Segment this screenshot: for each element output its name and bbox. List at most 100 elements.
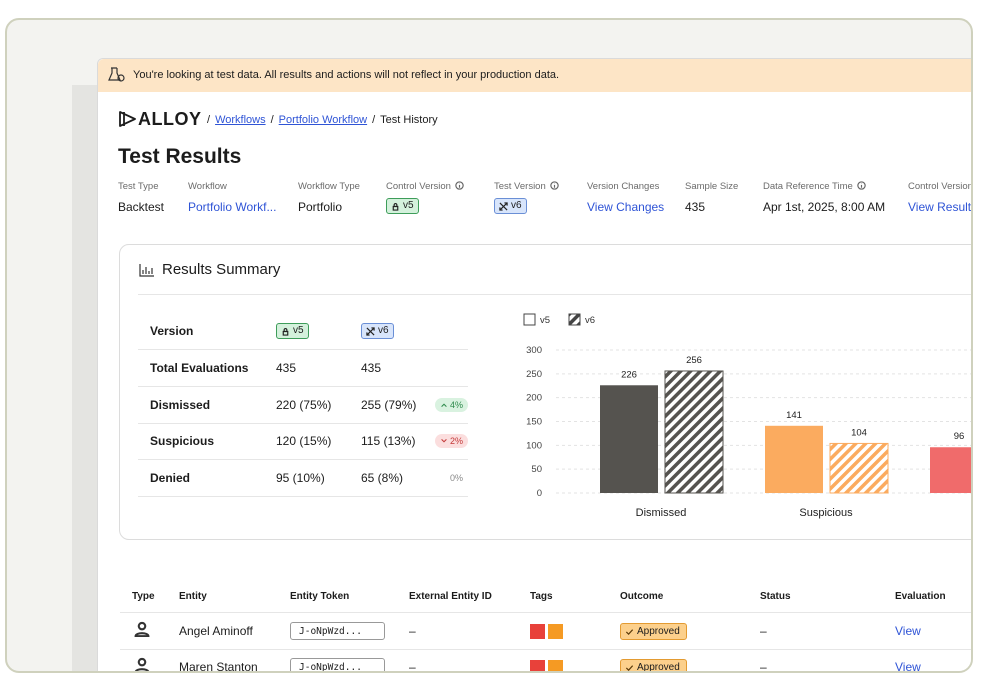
change-badge: 4% bbox=[434, 398, 468, 412]
breadcrumb-separator: / bbox=[207, 114, 211, 126]
meta-label-text: Control Version bbox=[386, 181, 451, 192]
version-pill: v5 bbox=[276, 323, 309, 339]
evaluation-link[interactable]: View bbox=[895, 624, 921, 638]
meta-label-text: Data Reference Time bbox=[763, 181, 853, 192]
bar-chart: 0 50 100 150 200 250 300 v5 v6 Dismissed 226 256 Sus… bbox=[523, 313, 971, 519]
flask-icon bbox=[108, 67, 125, 82]
meta-label: Control Version bbox=[908, 179, 973, 195]
info-icon bbox=[857, 181, 866, 190]
change-badge: 0% bbox=[445, 471, 468, 485]
breadcrumb-current: Test History bbox=[380, 114, 438, 126]
version-pill: v6 bbox=[494, 198, 527, 214]
column-header: Tags bbox=[530, 591, 553, 602]
brand-logo bbox=[119, 111, 136, 127]
column-header: Entity Token bbox=[290, 591, 350, 602]
row-line bbox=[138, 459, 468, 460]
summary-card bbox=[119, 244, 971, 540]
meta-value: Portfolio bbox=[298, 200, 343, 214]
version-label: v5 bbox=[403, 200, 414, 211]
bar bbox=[765, 425, 823, 493]
tag bbox=[548, 624, 563, 639]
row-line bbox=[120, 612, 971, 613]
outcome-pill: Approved bbox=[620, 659, 687, 671]
external-id: – bbox=[409, 660, 416, 673]
meta-value: 435 bbox=[685, 200, 706, 214]
bar bbox=[600, 385, 658, 493]
breadcrumb: / Workflows / Portfolio Workflow / Test … bbox=[207, 112, 438, 128]
meta-value[interactable]: Portfolio Workf... bbox=[188, 200, 277, 214]
header-cell: Version bbox=[150, 324, 194, 338]
test-banner bbox=[98, 59, 971, 92]
evaluation-link[interactable]: View bbox=[895, 660, 921, 673]
legend-swatch bbox=[568, 313, 581, 326]
check-icon-path bbox=[625, 665, 634, 671]
data-label: 141 bbox=[786, 410, 802, 421]
breadcrumb-separator: / bbox=[270, 114, 274, 126]
meta-label-text: Workflow Type bbox=[298, 181, 360, 192]
outcome-text: Approved bbox=[637, 626, 680, 637]
down-chevron bbox=[441, 439, 447, 443]
chart-icon bbox=[139, 264, 154, 277]
status: – bbox=[760, 660, 767, 673]
meta-label: Data Reference Time bbox=[763, 179, 866, 195]
version-label: v6 bbox=[511, 200, 522, 211]
entity-name: Maren Stanton bbox=[179, 660, 258, 673]
meta-value[interactable]: View Results bbox=[908, 200, 973, 214]
cell: 435 bbox=[361, 361, 382, 375]
person-icon-path bbox=[134, 621, 150, 637]
meta-label: Sample Size bbox=[685, 179, 738, 195]
row-label: Suspicious bbox=[150, 434, 215, 448]
change-text: 2% bbox=[449, 436, 463, 446]
y-tick-label: 150 bbox=[526, 417, 542, 428]
meta-label-text: Test Type bbox=[118, 181, 159, 192]
change-badge: 2% bbox=[434, 434, 468, 448]
status: – bbox=[760, 624, 767, 638]
column-header: Status bbox=[760, 591, 791, 602]
y-tick-label: 300 bbox=[526, 345, 542, 356]
version-icon bbox=[366, 326, 375, 336]
info-icon-path bbox=[455, 181, 464, 190]
x-tick-label: Dismissed bbox=[636, 507, 687, 519]
cell: 115 (13%) bbox=[361, 434, 416, 448]
version-pill: v6 bbox=[361, 323, 394, 339]
meta-label-text: Control Version bbox=[908, 181, 973, 192]
tag bbox=[530, 660, 545, 671]
y-tick-label: 0 bbox=[537, 488, 542, 499]
version-pill: v5 bbox=[386, 198, 419, 214]
check-icon-path bbox=[625, 629, 634, 636]
person-icon bbox=[134, 621, 150, 637]
up-chevron bbox=[441, 403, 447, 407]
row-line bbox=[138, 349, 468, 350]
lock-icon bbox=[282, 327, 289, 336]
legend-label: v5 bbox=[540, 315, 550, 326]
lock-icon-path bbox=[282, 327, 289, 336]
breadcrumb-link[interactable]: Portfolio Workflow bbox=[278, 114, 368, 126]
cell: 120 (15%) bbox=[276, 434, 332, 448]
cell: 95 (10%) bbox=[276, 471, 325, 485]
meta-value[interactable]: View Changes bbox=[587, 200, 665, 214]
brand-name: ALLOY bbox=[138, 109, 202, 129]
row-line bbox=[138, 423, 468, 424]
cell: 255 (79%) bbox=[361, 398, 417, 412]
info-icon bbox=[455, 181, 464, 190]
legend-label: v6 bbox=[585, 315, 595, 326]
column-header: Outcome bbox=[620, 591, 664, 602]
meta-label: Test Version bbox=[494, 179, 559, 195]
bar bbox=[829, 442, 889, 494]
row-label: Total Evaluations bbox=[150, 361, 249, 375]
meta-label: Workflow bbox=[188, 179, 227, 195]
row-line bbox=[138, 386, 468, 387]
breadcrumb-separator: / bbox=[372, 114, 376, 126]
tag bbox=[548, 660, 563, 671]
summary-title: Results Summary bbox=[162, 261, 281, 278]
meta-label-text: Workflow bbox=[188, 181, 227, 192]
screenshot-frame: You're looking at test data. All results… bbox=[5, 18, 973, 673]
bar bbox=[664, 370, 724, 494]
version-icon bbox=[499, 201, 508, 211]
y-tick-label: 200 bbox=[526, 393, 542, 404]
data-label: 104 bbox=[851, 427, 867, 438]
breadcrumb-link[interactable]: Workflows bbox=[215, 114, 266, 126]
meta-value: Apr 1st, 2025, 8:00 AM bbox=[763, 200, 886, 214]
info-icon-path bbox=[550, 181, 559, 190]
data-label: 256 bbox=[686, 355, 702, 366]
